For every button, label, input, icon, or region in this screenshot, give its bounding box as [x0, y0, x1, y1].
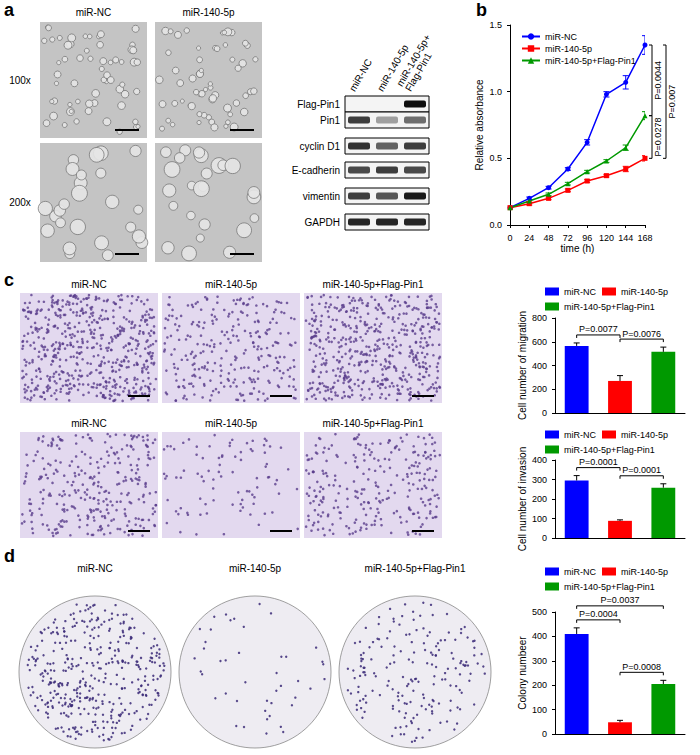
- svg-text:0: 0: [542, 729, 547, 739]
- svg-text:144: 144: [618, 233, 633, 243]
- svg-text:P=0.0278: P=0.0278: [653, 118, 663, 157]
- svg-text:time (h): time (h): [561, 243, 595, 254]
- svg-text:miR-NC: miR-NC: [76, 7, 112, 18]
- svg-text:miR-140-5p: miR-140-5p: [374, 42, 411, 94]
- svg-text:b: b: [476, 0, 487, 20]
- svg-text:600: 600: [532, 337, 547, 347]
- svg-text:120: 120: [599, 233, 614, 243]
- svg-text:E-cadherin: E-cadherin: [292, 165, 340, 176]
- svg-text:P=0.0001: P=0.0001: [622, 465, 661, 475]
- svg-text:miR-140-5p: miR-140-5p: [229, 563, 282, 574]
- svg-text:1.5: 1.5: [489, 20, 502, 30]
- svg-text:800: 800: [532, 313, 547, 323]
- svg-text:0.5: 0.5: [489, 153, 502, 163]
- svg-text:Cell number of migration: Cell number of migration: [517, 311, 528, 420]
- svg-text:300: 300: [532, 475, 547, 485]
- svg-text:miR-140-5p+Flag-Pin1: miR-140-5p+Flag-Pin1: [564, 302, 655, 312]
- svg-text:P=0.0037: P=0.0037: [601, 595, 640, 605]
- svg-text:a: a: [4, 0, 15, 20]
- svg-text:200: 200: [532, 494, 547, 504]
- svg-text:Flag-Pin1: Flag-Pin1: [403, 50, 434, 93]
- svg-text:400: 400: [532, 455, 547, 465]
- svg-text:Pin1: Pin1: [320, 115, 340, 126]
- svg-text:P=0.0001: P=0.0001: [579, 457, 618, 467]
- svg-text:miR-NC: miR-NC: [564, 287, 596, 297]
- svg-text:400: 400: [532, 361, 547, 371]
- svg-text:miR-140-5p: miR-140-5p: [621, 430, 668, 440]
- svg-text:miR-140-5p+Flag-Pin1: miR-140-5p+Flag-Pin1: [323, 418, 424, 429]
- svg-text:P=0.0076: P=0.0076: [622, 329, 661, 339]
- svg-text:168: 168: [637, 233, 652, 243]
- svg-text:24: 24: [524, 233, 534, 243]
- svg-text:miR-140-5p+Flag-Pin1: miR-140-5p+Flag-Pin1: [365, 563, 466, 574]
- svg-text:miR-NC: miR-NC: [545, 32, 577, 42]
- svg-text:P=0.0077: P=0.0077: [579, 324, 618, 334]
- svg-text:miR-140-5p: miR-140-5p: [621, 567, 668, 577]
- svg-text:miR-140-5p+Flag-Pin1: miR-140-5p+Flag-Pin1: [564, 445, 655, 455]
- svg-text:miR-140-5p: miR-140-5p: [545, 44, 592, 54]
- svg-text:400: 400: [532, 631, 547, 641]
- svg-text:miR-NC: miR-NC: [564, 567, 596, 577]
- svg-text:miR-140-5p: miR-140-5p: [205, 279, 258, 290]
- svg-text:miR-140-5p+Flag-Pin1: miR-140-5p+Flag-Pin1: [323, 279, 424, 290]
- svg-text:1.0: 1.0: [489, 87, 502, 97]
- svg-text:miR-140-5p: miR-140-5p: [205, 418, 258, 429]
- svg-text:0: 0: [507, 233, 512, 243]
- svg-text:miR-140-5p+Flag-Pin1: miR-140-5p+Flag-Pin1: [545, 56, 636, 66]
- svg-text:P=0.007: P=0.007: [667, 85, 677, 119]
- svg-text:100x: 100x: [9, 75, 31, 86]
- svg-text:96: 96: [582, 233, 592, 243]
- svg-text:miR-140-5p: miR-140-5p: [621, 287, 668, 297]
- svg-text:0: 0: [542, 408, 547, 418]
- svg-text:Flag-Pin1: Flag-Pin1: [297, 99, 340, 110]
- svg-text:500: 500: [532, 607, 547, 617]
- svg-text:miR-NC: miR-NC: [71, 279, 107, 290]
- svg-text:200: 200: [532, 680, 547, 690]
- svg-text:P=0.0044: P=0.0044: [653, 61, 663, 100]
- svg-text:Colony numbeer: Colony numbeer: [517, 636, 528, 710]
- svg-text:vimentin: vimentin: [303, 191, 340, 202]
- svg-text:miR-140-5p: miR-140-5p: [182, 7, 235, 18]
- svg-text:miR-NC: miR-NC: [347, 57, 374, 93]
- svg-text:P=0.0008: P=0.0008: [622, 662, 661, 672]
- svg-text:miR-NC: miR-NC: [71, 418, 107, 429]
- svg-text:GAPDH: GAPDH: [304, 217, 340, 228]
- svg-text:cyclin D1: cyclin D1: [299, 141, 340, 152]
- svg-text:c: c: [4, 270, 14, 290]
- svg-text:200: 200: [532, 384, 547, 394]
- svg-text:0.0: 0.0: [489, 220, 502, 230]
- svg-text:miR-140-5p+Flag-Pin1: miR-140-5p+Flag-Pin1: [564, 582, 655, 592]
- svg-text:Cell number of invasion: Cell number of invasion: [517, 447, 528, 552]
- svg-text:Relative absorbance: Relative absorbance: [474, 79, 485, 171]
- svg-text:P=0.0004: P=0.0004: [579, 609, 618, 619]
- svg-text:0: 0: [542, 533, 547, 543]
- svg-text:200x: 200x: [9, 197, 31, 208]
- svg-text:100: 100: [532, 514, 547, 524]
- svg-text:48: 48: [544, 233, 554, 243]
- svg-text:100: 100: [532, 705, 547, 715]
- svg-text:300: 300: [532, 656, 547, 666]
- svg-text:miR-NC: miR-NC: [564, 430, 596, 440]
- svg-text:d: d: [4, 546, 15, 566]
- svg-text:miR-140-5p+: miR-140-5p+: [394, 32, 433, 89]
- svg-text:72: 72: [563, 233, 573, 243]
- svg-text:miR-NC: miR-NC: [77, 563, 113, 574]
